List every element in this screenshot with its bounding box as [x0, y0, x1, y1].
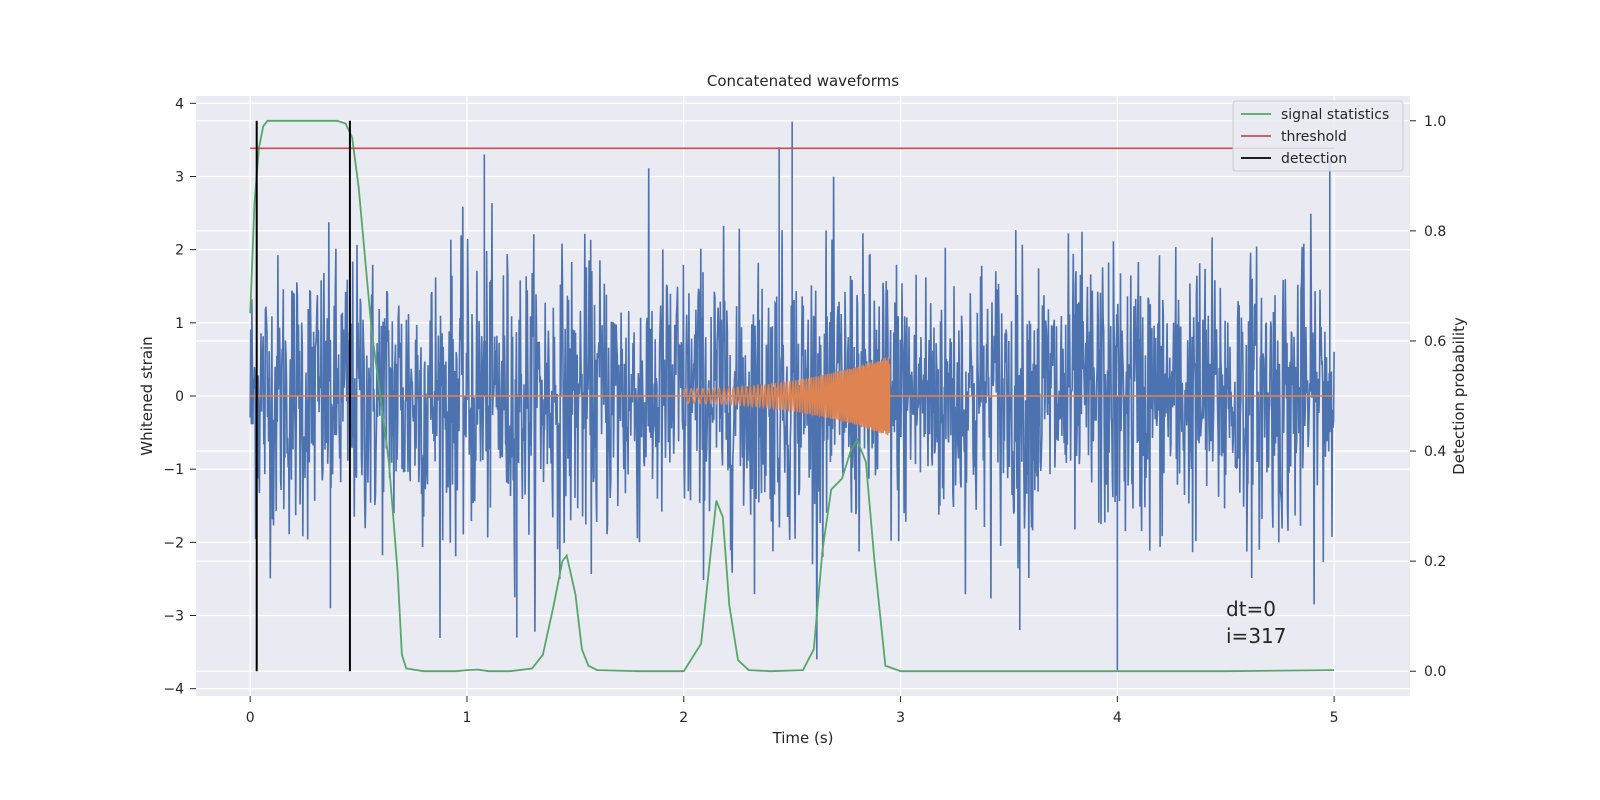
y2-tick-label: 1.0 — [1424, 114, 1446, 130]
x-axis-label: Time (s) — [772, 729, 834, 747]
x-tick-label: 4 — [1113, 710, 1122, 726]
y-tick-label: 1 — [175, 316, 184, 332]
y-tick-label: −2 — [163, 535, 184, 551]
y-tick-label: −3 — [163, 609, 184, 625]
annotation-i: i=317 — [1226, 624, 1287, 648]
chart-title: Concatenated waveforms — [707, 72, 899, 90]
x-axis-ticks: 0 1 2 3 4 5 — [246, 696, 1339, 726]
y-tick-label: −4 — [163, 682, 184, 698]
x-tick-label: 2 — [679, 710, 688, 726]
y2-tick-label: 0.0 — [1424, 664, 1446, 680]
detection-series — [255, 120, 351, 672]
y2-tick-label: 0.4 — [1424, 444, 1446, 460]
annotations: dt=0 i=317 — [1226, 597, 1287, 648]
y-tick-label: 0 — [175, 389, 184, 405]
y2-tick-label: 0.6 — [1424, 334, 1446, 350]
y-tick-label: −1 — [163, 462, 184, 478]
y-axis-ticks: −4 −3 −2 −1 0 1 2 3 4 — [163, 96, 196, 698]
x-tick-label: 5 — [1330, 710, 1339, 726]
y2-tick-label: 0.2 — [1424, 554, 1446, 570]
legend-label-threshold: threshold — [1281, 129, 1347, 145]
y-tick-label: 4 — [175, 96, 184, 112]
x-tick-label: 0 — [246, 710, 255, 726]
legend: signal statistics threshold detection — [1232, 100, 1404, 172]
y2-axis-label: Detection probability — [1450, 317, 1468, 475]
template-series — [250, 356, 1335, 436]
x-tick-label: 1 — [463, 710, 472, 726]
legend-label-detection: detection — [1281, 151, 1347, 167]
y2-tick-label: 0.8 — [1424, 224, 1446, 240]
noise-series — [249, 121, 1335, 671]
legend-box — [1232, 100, 1404, 172]
legend-label-signal-statistics: signal statistics — [1281, 107, 1389, 123]
y-tick-label: 3 — [175, 169, 184, 185]
annotation-dt: dt=0 — [1226, 597, 1276, 621]
y2-axis-ticks: 0.0 0.2 0.4 0.6 0.8 1.0 — [1410, 114, 1446, 680]
y-axis-label: Whitened strain — [138, 336, 156, 455]
x-tick-label: 3 — [896, 710, 905, 726]
template-chirp — [683, 356, 891, 436]
y-tick-label: 2 — [175, 243, 184, 259]
